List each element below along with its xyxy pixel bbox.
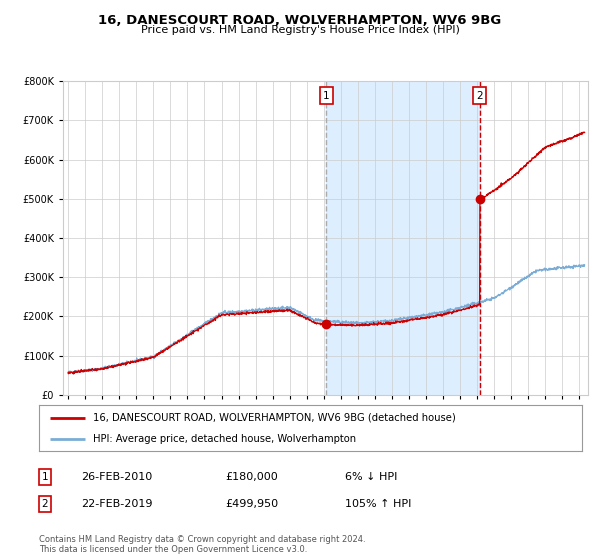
Text: 1: 1: [323, 91, 329, 101]
Text: £499,950: £499,950: [225, 499, 278, 509]
Text: 2: 2: [41, 499, 49, 509]
Text: £180,000: £180,000: [225, 472, 278, 482]
Text: Price paid vs. HM Land Registry's House Price Index (HPI): Price paid vs. HM Land Registry's House …: [140, 25, 460, 35]
Text: 6% ↓ HPI: 6% ↓ HPI: [345, 472, 397, 482]
Text: 105% ↑ HPI: 105% ↑ HPI: [345, 499, 412, 509]
Text: 26-FEB-2010: 26-FEB-2010: [81, 472, 152, 482]
Text: 1: 1: [41, 472, 49, 482]
Text: HPI: Average price, detached house, Wolverhampton: HPI: Average price, detached house, Wolv…: [94, 435, 356, 444]
Text: 2: 2: [476, 91, 483, 101]
Text: 16, DANESCOURT ROAD, WOLVERHAMPTON, WV6 9BG: 16, DANESCOURT ROAD, WOLVERHAMPTON, WV6 …: [98, 14, 502, 27]
Text: 22-FEB-2019: 22-FEB-2019: [81, 499, 152, 509]
Bar: [326, 81, 480, 395]
Text: Contains HM Land Registry data © Crown copyright and database right 2024.
This d: Contains HM Land Registry data © Crown c…: [39, 535, 365, 554]
Text: 16, DANESCOURT ROAD, WOLVERHAMPTON, WV6 9BG (detached house): 16, DANESCOURT ROAD, WOLVERHAMPTON, WV6 …: [94, 413, 456, 423]
